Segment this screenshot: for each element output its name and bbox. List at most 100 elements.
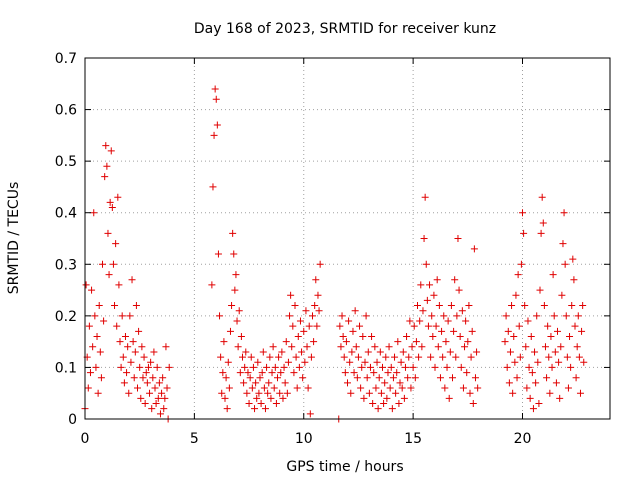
data-point [455, 286, 463, 294]
data-point [458, 307, 466, 315]
data-point [551, 348, 559, 356]
data-point [288, 343, 296, 351]
data-point [514, 271, 522, 279]
data-point [538, 193, 546, 201]
data-point [354, 353, 362, 361]
data-point [231, 286, 239, 294]
data-point [562, 312, 570, 320]
data-point [153, 363, 161, 371]
data-point [576, 389, 584, 397]
data-point [209, 183, 217, 191]
data-point [151, 384, 159, 392]
data-point [548, 363, 556, 371]
data-point [239, 353, 246, 361]
data-point [244, 369, 252, 377]
data-point [136, 363, 144, 371]
data-point [447, 302, 455, 310]
data-point [450, 327, 458, 335]
data-point [90, 209, 98, 217]
data-point [435, 302, 443, 310]
data-point [95, 302, 103, 310]
data-point [85, 322, 93, 330]
data-point [363, 374, 371, 382]
data-point [452, 353, 460, 361]
data-point [127, 358, 135, 366]
data-point [377, 389, 385, 397]
data-point [291, 302, 299, 310]
data-point [578, 327, 586, 335]
data-point [210, 131, 218, 139]
data-point [434, 343, 442, 351]
data-point [505, 379, 513, 387]
data-point [568, 302, 576, 310]
data-point [240, 379, 248, 387]
data-point [93, 332, 101, 340]
data-point [138, 343, 146, 351]
y-tick-label: 0.3 [55, 257, 77, 273]
data-point [517, 260, 525, 268]
data-point [408, 343, 416, 351]
data-point [219, 369, 227, 377]
data-point [563, 353, 571, 361]
data-point [527, 332, 535, 340]
y-tick-label: 0.4 [55, 206, 77, 222]
data-point [338, 312, 346, 320]
data-point [392, 389, 400, 397]
data-point [357, 384, 365, 392]
data-point [154, 394, 162, 402]
data-point [230, 250, 238, 258]
data-point [245, 400, 253, 408]
data-point [336, 322, 344, 330]
data-point [255, 389, 263, 397]
data-point [552, 379, 560, 387]
data-point [417, 281, 425, 289]
data-point [82, 281, 90, 289]
data-point [373, 358, 381, 366]
data-point [236, 369, 244, 377]
data-point [299, 374, 307, 382]
data-point [86, 369, 94, 377]
data-point [404, 374, 412, 382]
data-point [540, 302, 548, 310]
data-point [423, 296, 431, 304]
data-point [381, 379, 389, 387]
data-point [251, 405, 259, 413]
data-point [92, 363, 100, 371]
data-point [570, 276, 578, 284]
data-point [129, 338, 137, 346]
x-tick-label: 5 [190, 431, 199, 447]
data-point [99, 260, 106, 268]
data-point [503, 363, 511, 371]
data-point [268, 369, 276, 377]
data-point [415, 353, 423, 361]
data-point [513, 374, 521, 382]
data-point [516, 353, 524, 361]
data-point [366, 363, 374, 371]
data-point [254, 358, 262, 366]
data-point [403, 332, 411, 340]
data-point [426, 281, 434, 289]
data-point [131, 348, 139, 356]
data-point [264, 389, 272, 397]
data-point [399, 348, 407, 356]
data-point [520, 229, 528, 237]
data-point [348, 348, 356, 356]
data-point [571, 322, 579, 330]
axis-ticks: 0 0.1 0.2 0.3 0.4 0.5 0.6 0.7 0 5 10 15 20 [55, 51, 610, 447]
data-point [290, 369, 298, 377]
data-point [246, 374, 254, 382]
data-point [84, 384, 92, 392]
data-point [259, 348, 267, 356]
data-point [360, 394, 368, 402]
data-point [471, 374, 479, 382]
data-point [115, 281, 123, 289]
data-point [124, 343, 132, 351]
data-point [100, 317, 108, 325]
data-point [280, 363, 288, 371]
data-point [149, 374, 157, 382]
data-point [96, 348, 104, 356]
data-point [440, 312, 448, 320]
data-point [257, 400, 265, 408]
data-point [279, 394, 287, 402]
data-point [212, 95, 220, 103]
